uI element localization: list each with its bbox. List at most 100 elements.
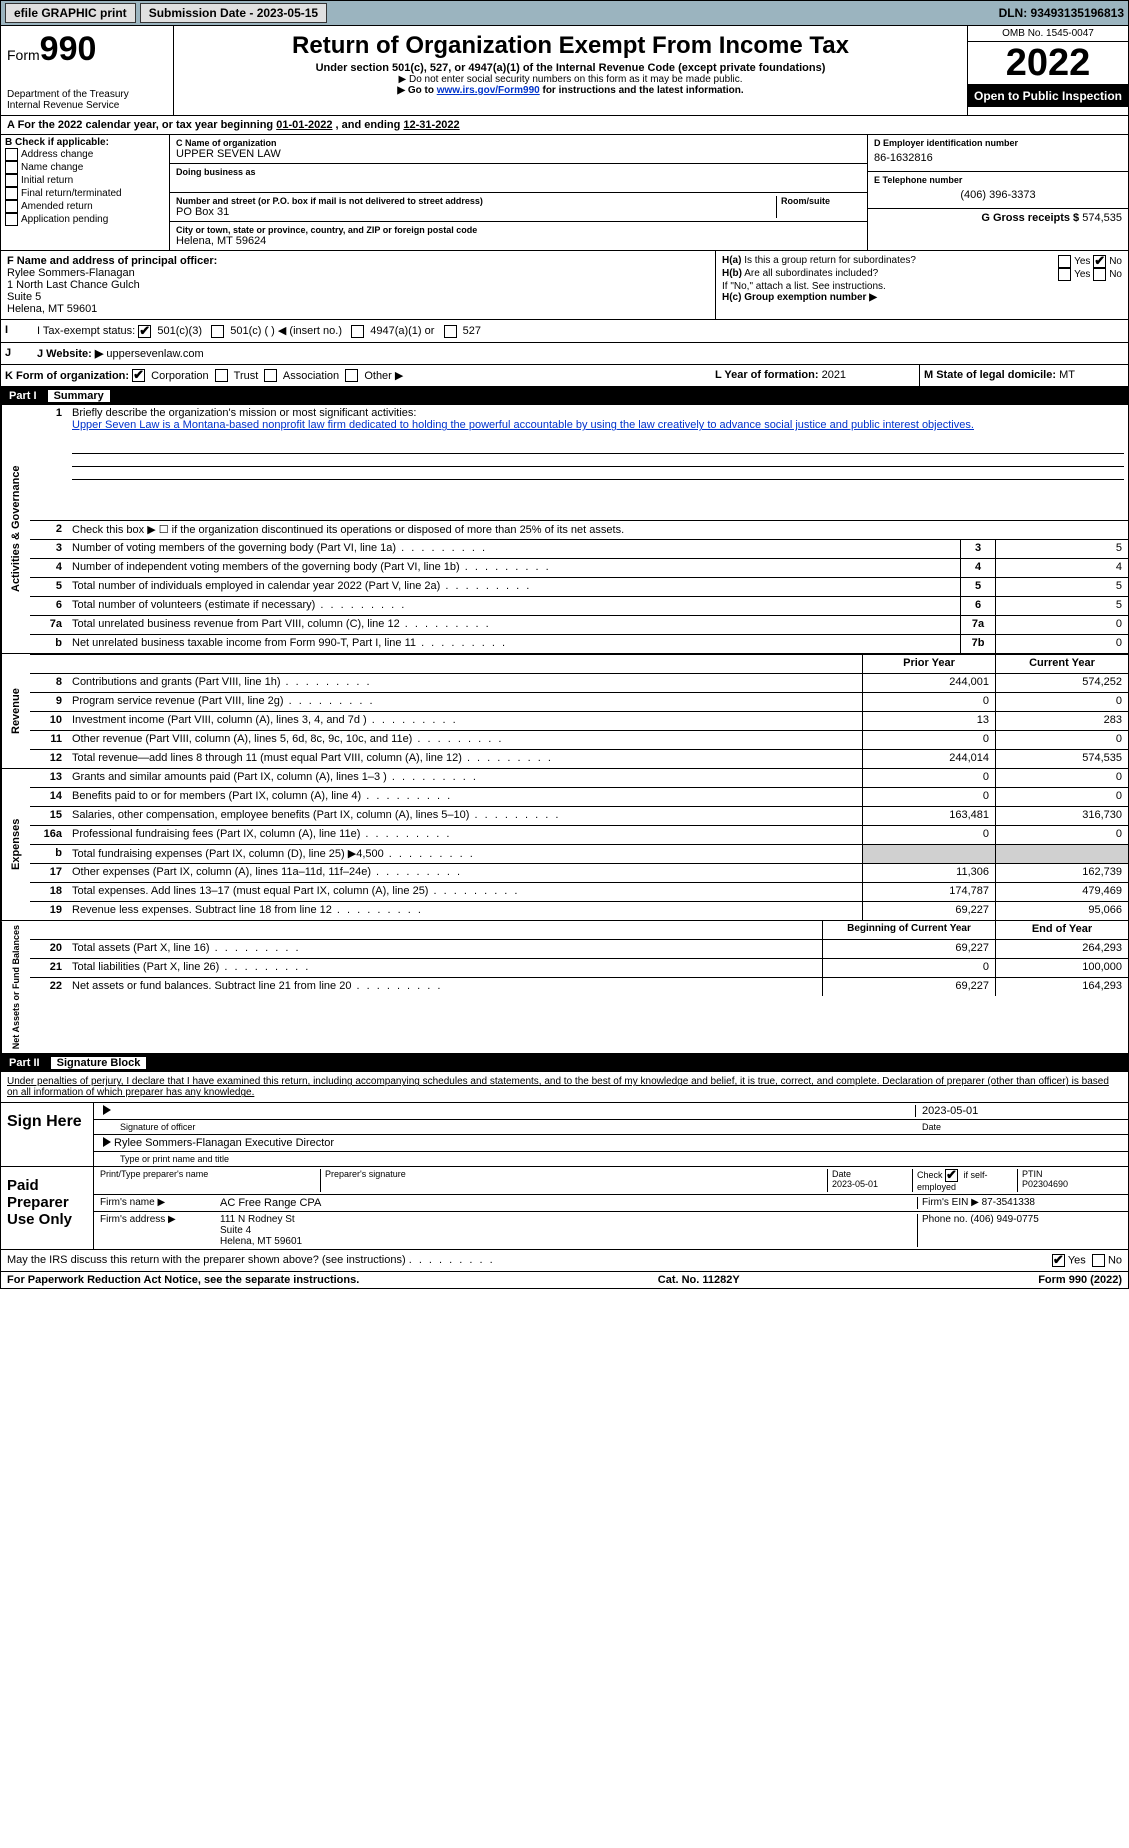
discuss-yes[interactable] — [1052, 1254, 1065, 1267]
check-amended[interactable]: Amended return — [5, 200, 165, 213]
check-initial-return[interactable]: Initial return — [5, 174, 165, 187]
arrow-icon — [103, 1105, 111, 1115]
hb-yes[interactable] — [1058, 268, 1071, 281]
check-address-change[interactable]: Address change — [5, 148, 165, 161]
state-domicile: MT — [1059, 369, 1075, 381]
check-name-change[interactable]: Name change — [5, 161, 165, 174]
check-527[interactable] — [444, 325, 457, 338]
efile-topbar: efile GRAPHIC print Submission Date - 20… — [0, 0, 1129, 26]
check-4947[interactable] — [351, 325, 364, 338]
check-assoc[interactable] — [264, 369, 277, 382]
ha-no[interactable] — [1093, 255, 1106, 268]
summary-row: 16aProfessional fundraising fees (Part I… — [30, 826, 1128, 845]
form-header: Form990 Department of the Treasury Inter… — [0, 26, 1129, 116]
side-label-rev: Revenue — [1, 654, 30, 768]
box-b-label: B Check if applicable: — [5, 137, 165, 148]
rev-header-row: Prior Year Current Year — [30, 654, 1128, 674]
firm-addr-label: Firm's address ▶ — [100, 1214, 220, 1247]
phone-label: E Telephone number — [874, 175, 1122, 185]
check-501c[interactable] — [211, 325, 224, 338]
part1-label: Part I — [9, 390, 37, 402]
form-subtitle: Under section 501(c), 527, or 4947(a)(1)… — [178, 62, 963, 74]
hc-label: H(c) Group exemption number ▶ — [722, 292, 877, 303]
side-label-ag: Activities & Governance — [1, 405, 30, 653]
prep-date: 2023-05-01 — [832, 1179, 878, 1189]
officer-group-block: F Name and address of principal officer:… — [0, 251, 1129, 320]
mission-text[interactable]: Upper Seven Law is a Montana-based nonpr… — [72, 419, 974, 431]
summary-row: 3Number of voting members of the governi… — [30, 540, 1128, 559]
revenue-section: Revenue Prior Year Current Year 8Contrib… — [0, 654, 1129, 769]
efile-print-button[interactable]: efile GRAPHIC print — [5, 3, 136, 23]
tax-year: 2022 — [968, 42, 1128, 85]
discuss-no[interactable] — [1092, 1254, 1105, 1267]
irs-label: Internal Revenue Service — [7, 100, 167, 111]
year-formation: 2021 — [822, 369, 846, 381]
officer-addr1: 1 North Last Chance Gulch — [7, 279, 709, 291]
year-block: OMB No. 1545-0047 2022 Open to Public In… — [967, 26, 1128, 115]
box-j-row: J J Website: ▶ uppersevenlaw.com — [0, 343, 1129, 365]
form-prefix: Form — [7, 47, 40, 63]
form-title: Return of Organization Exempt From Incom… — [178, 32, 963, 60]
officer-name: Rylee Sommers-Flanagan — [7, 267, 709, 279]
room-label: Room/suite — [781, 196, 861, 206]
ein-label: D Employer identification number — [874, 138, 1122, 148]
dept-treasury: Department of the Treasury — [7, 89, 167, 100]
ha-yes[interactable] — [1058, 255, 1071, 268]
box-d-e-g: D Employer identification number 86-1632… — [867, 135, 1128, 250]
name-label: Type or print name and title — [94, 1152, 1128, 1166]
dba-label: Doing business as — [176, 167, 861, 177]
firm-ein: 87-3541338 — [982, 1197, 1035, 1208]
check-other[interactable] — [345, 369, 358, 382]
irs-link[interactable]: www.irs.gov/Form990 — [437, 85, 540, 96]
check-corp[interactable] — [132, 369, 145, 382]
footer-cat: Cat. No. 11282Y — [658, 1274, 740, 1286]
omb-number: OMB No. 1545-0047 — [968, 26, 1128, 42]
paid-preparer-label: Paid Preparer Use Only — [1, 1167, 94, 1249]
h-note: If "No," attach a list. See instructions… — [722, 281, 1122, 292]
officer-addr2: Suite 5 — [7, 291, 709, 303]
summary-row: 20Total assets (Part X, line 16)69,22726… — [30, 940, 1128, 959]
check-501c3[interactable] — [138, 325, 151, 338]
j-label: J — [1, 343, 33, 364]
goto-pre: ▶ Go to — [397, 85, 436, 96]
footer-right: Form 990 (2022) — [1038, 1274, 1122, 1286]
begin-year-header: Beginning of Current Year — [822, 921, 995, 939]
k-label: K Form of organization: — [5, 370, 129, 382]
summary-row: 7aTotal unrelated business revenue from … — [30, 616, 1128, 635]
gross-receipts-label: G Gross receipts $ — [981, 212, 1079, 224]
prep-name-label: Print/Type preparer's name — [100, 1169, 320, 1192]
website-label: J Website: ▶ — [37, 348, 103, 360]
discuss-row: May the IRS discuss this return with the… — [0, 1250, 1129, 1272]
dln-label: DLN: 93493135196813 — [999, 6, 1124, 20]
summary-row: 11Other revenue (Part VIII, column (A), … — [30, 731, 1128, 750]
website-value: uppersevenlaw.com — [106, 348, 203, 360]
ein-value: 86-1632816 — [874, 148, 1122, 168]
firm-ein-label: Firm's EIN ▶ — [922, 1197, 979, 1208]
box-f: F Name and address of principal officer:… — [1, 251, 716, 319]
side-label-na: Net Assets or Fund Balances — [1, 921, 30, 1053]
box-c: C Name of organization UPPER SEVEN LAW D… — [170, 135, 867, 250]
period-end: 12-31-2022 — [403, 119, 459, 131]
officer-addr3: Helena, MT 59601 — [7, 303, 709, 315]
org-name: UPPER SEVEN LAW — [176, 148, 861, 160]
sig-officer-label: Signature of officer — [120, 1122, 916, 1132]
submission-date-button[interactable]: Submission Date - 2023-05-15 — [140, 3, 327, 23]
summary-row: 17Other expenses (Part IX, column (A), l… — [30, 864, 1128, 883]
penalty-statement: Under penalties of perjury, I declare th… — [0, 1072, 1129, 1103]
city-label: City or town, state or province, country… — [176, 225, 861, 235]
current-year-header: Current Year — [995, 655, 1128, 673]
firm-name-label: Firm's name ▶ — [100, 1197, 220, 1209]
prior-year-header: Prior Year — [862, 655, 995, 673]
hb-no[interactable] — [1093, 268, 1106, 281]
check-application-pending[interactable]: Application pending — [5, 213, 165, 226]
check-final-return[interactable]: Final return/terminated — [5, 187, 165, 200]
check-trust[interactable] — [215, 369, 228, 382]
summary-row: 15Salaries, other compensation, employee… — [30, 807, 1128, 826]
box-i-row: I I Tax-exempt status: 501(c)(3) 501(c) … — [0, 320, 1129, 343]
ptin-value: P02304690 — [1022, 1179, 1068, 1189]
org-address: PO Box 31 — [176, 206, 776, 218]
firm-name: AC Free Range CPA — [220, 1197, 917, 1209]
check-self-employed[interactable] — [945, 1169, 958, 1182]
mission-label: Briefly describe the organization's miss… — [72, 407, 416, 419]
summary-row: 9Program service revenue (Part VIII, lin… — [30, 693, 1128, 712]
